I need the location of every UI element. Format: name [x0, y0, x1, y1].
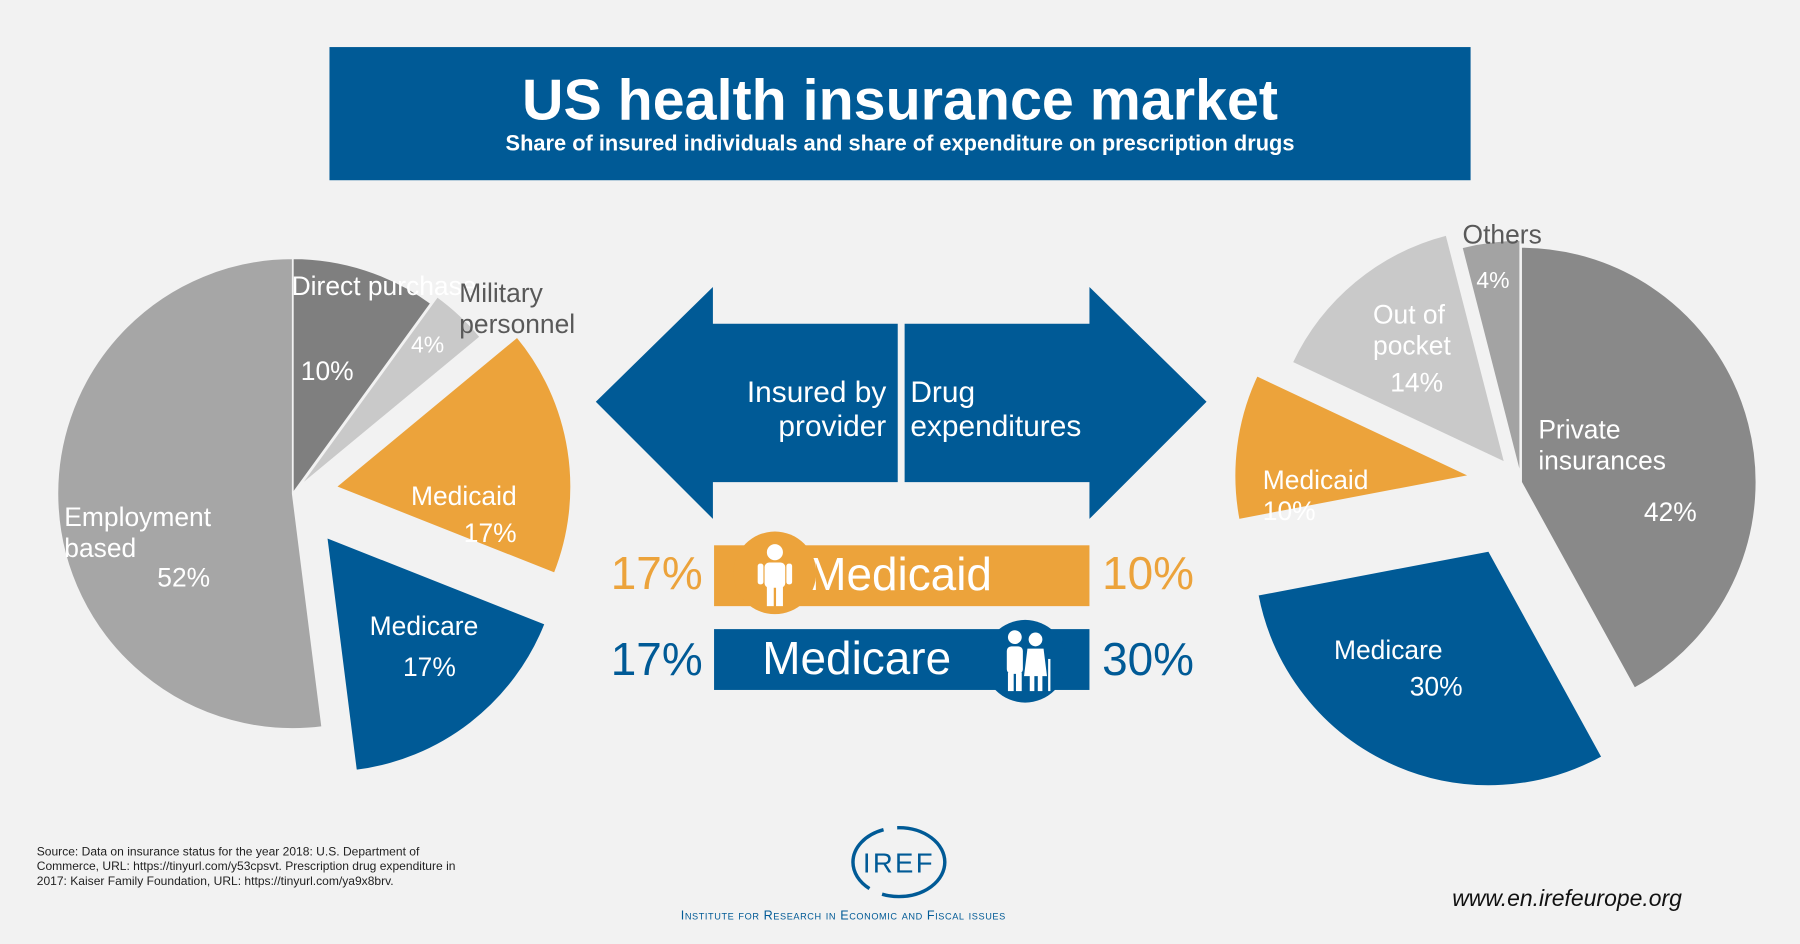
pie-slice-medicaid — [1233, 374, 1473, 521]
title-banner: US health insurance market Share of insu… — [329, 47, 1471, 181]
value-private: 42% — [1643, 497, 1697, 527]
institute-name: Institute for Research in Economic and F… — [680, 909, 1006, 923]
value-others: 4% — [1476, 268, 1510, 294]
value-direct-purchase: 10% — [300, 355, 354, 386]
pie-slice-medicare — [1256, 549, 1604, 787]
right-arrow — [904, 287, 1207, 519]
pie-slice-military-personnel — [298, 295, 482, 488]
website-link[interactable]: www.en.irefeurope.org — [1452, 886, 1682, 912]
pie-slice-out-of-pocket — [1290, 233, 1507, 465]
svg-text:IREF: IREF — [863, 847, 935, 878]
medicaid-bar-label: Medicaid — [808, 549, 992, 601]
page-subtitle: Share of insured individuals and share o… — [505, 132, 1295, 157]
pie-slice-medicare — [325, 535, 547, 772]
iref-logo: IREF — [831, 824, 966, 900]
pie-slice-employment-based — [56, 257, 324, 730]
source-note: Source: Data on insurance status for the… — [36, 844, 456, 889]
left-arrow — [595, 287, 898, 519]
label-medicare-left: Medicare — [369, 610, 479, 641]
label-private: Private insurances — [1538, 414, 1667, 476]
value-medicare-left: 17% — [402, 652, 456, 682]
value-employment: 52% — [157, 562, 211, 593]
label-medicare-right: Medicare — [1333, 634, 1443, 665]
label-medicaid-right: Medicaid — [1262, 464, 1369, 495]
elderly-couple-icon — [983, 619, 1067, 703]
page-title: US health insurance market — [521, 67, 1279, 133]
pie-slice-direct-purchase — [291, 257, 433, 497]
pie-insured-by-provider — [56, 257, 573, 772]
medicaid-insured-pct: 17% — [610, 548, 703, 600]
value-military: 4% — [410, 332, 445, 359]
label-out-of-pocket: Out of pocket — [1373, 299, 1451, 361]
medicaid-drugs-pct: 10% — [1102, 548, 1194, 600]
value-medicare-right: 30% — [1409, 671, 1463, 702]
label-medicaid-left: Medicaid — [410, 481, 517, 511]
medicare-bar-label: Medicare — [762, 633, 952, 685]
value-medicaid-left: 17% — [463, 517, 517, 548]
value-out-of-pocket: 14% — [1390, 367, 1444, 398]
label-military: Military personnel — [459, 277, 576, 339]
pie-slice-private-insurances — [1520, 245, 1758, 690]
person-icon — [733, 531, 817, 615]
value-medicaid-right: 10% — [1262, 495, 1316, 526]
label-direct-purchase: Direct purchase — [291, 270, 477, 301]
right-arrow-label: Drug expenditures — [910, 374, 1082, 444]
medicare-drugs-pct: 30% — [1102, 634, 1194, 686]
pie-drug-expenditures — [1233, 233, 1758, 787]
left-arrow-label: Insured by provider — [746, 374, 887, 444]
label-employment: Employment based — [64, 501, 212, 563]
label-others: Others — [1462, 219, 1542, 250]
medicare-insured-pct: 17% — [610, 634, 703, 686]
pie-slice-others — [1460, 239, 1522, 476]
pie-slice-medicaid — [334, 335, 573, 575]
